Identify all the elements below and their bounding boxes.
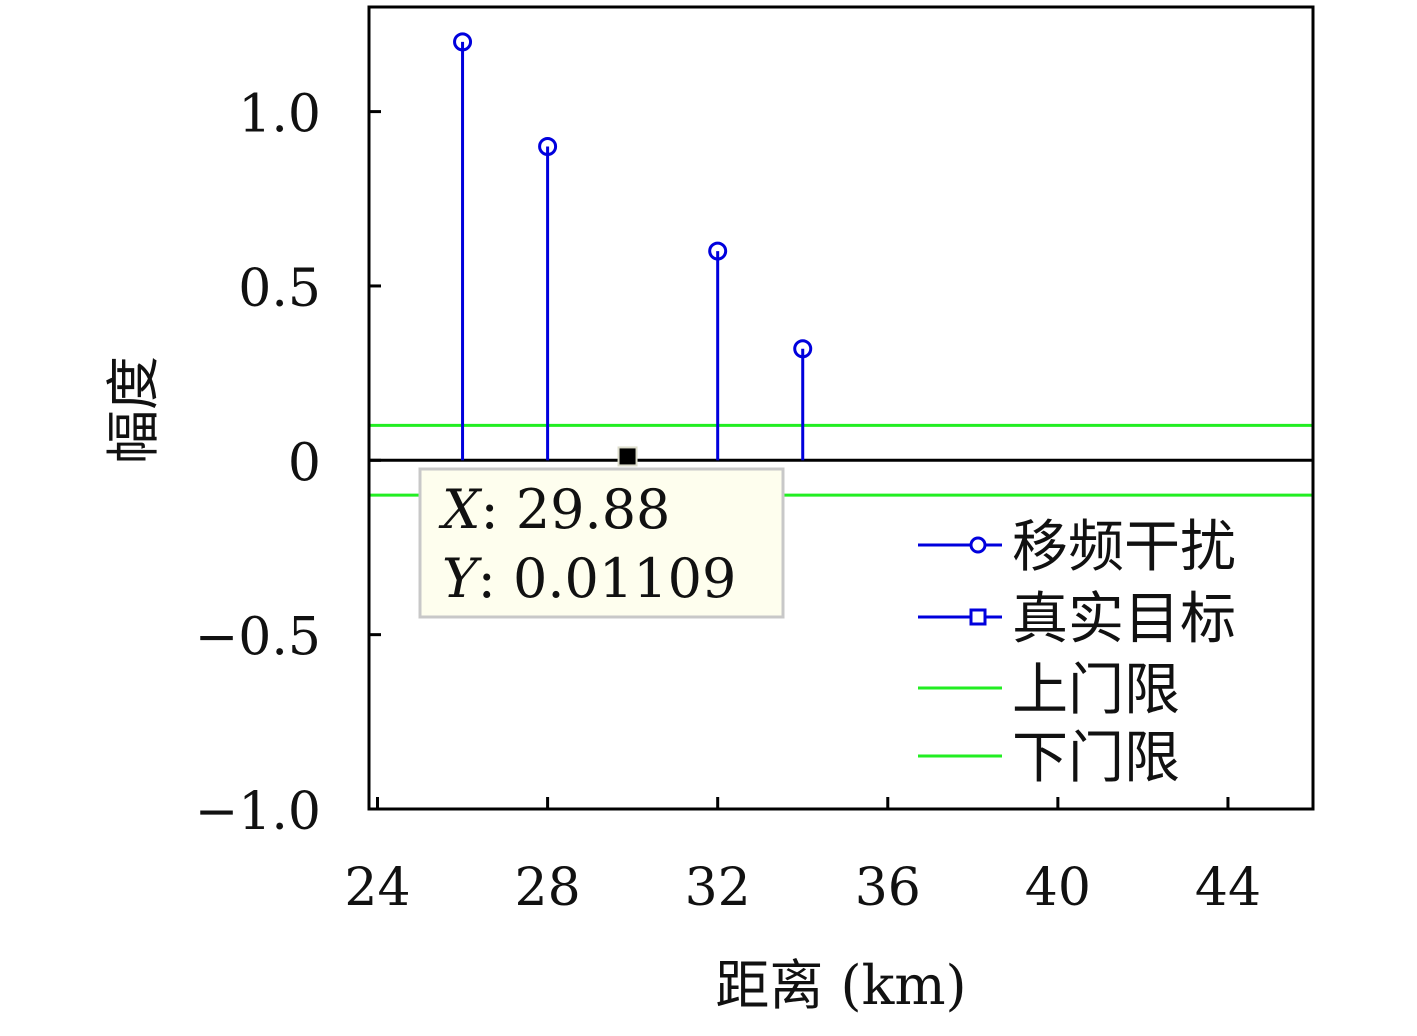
stem-series	[453, 32, 813, 461]
legend-label: 下门限	[1012, 726, 1180, 791]
datatip-x: X: 29.88	[438, 478, 670, 541]
plot-frame	[367, 5, 1315, 811]
datatip-y: Y: 0.01109	[442, 547, 736, 610]
y-tick-label: 1.0	[238, 85, 321, 145]
stem-marker	[453, 32, 473, 52]
x-axis-label: 距离 (km)	[715, 954, 966, 1017]
legend-label: 移频干扰	[1012, 515, 1236, 580]
stem-marker	[708, 241, 728, 261]
x-tick-label: 28	[515, 858, 581, 918]
x-tick-label: 32	[685, 858, 751, 918]
tick-labels: 24 28 32 36 40 44 −1.0 −0.5 0 0.5 1.0	[195, 85, 1261, 918]
axes	[367, 5, 1315, 811]
datatip-y-value: 0.01109	[513, 547, 736, 610]
datatip-x-value: 29.88	[516, 478, 671, 541]
stem-marker	[538, 136, 558, 156]
y-axis-label: 幅度	[102, 356, 165, 464]
datatip-y-key: Y	[442, 547, 482, 610]
datatip-y-colon: :	[478, 547, 513, 610]
datatip-x-key: X	[438, 478, 483, 541]
datatip[interactable]: X: 29.88Y: 0.01109	[418, 446, 785, 619]
legend-label: 上门限	[1012, 658, 1180, 723]
x-tick-label: 44	[1195, 858, 1261, 918]
x-tick-label: 24	[344, 858, 410, 918]
y-tick-label: −0.5	[195, 608, 321, 668]
legend-label: 真实目标	[1012, 587, 1236, 652]
x-tick-label: 36	[855, 858, 921, 918]
datatip-marker	[617, 446, 638, 467]
datatip-x-colon: :	[480, 478, 515, 541]
y-tick-label: 0	[288, 433, 321, 493]
legend-marker	[969, 608, 987, 626]
y-tick-label: −1.0	[195, 782, 321, 842]
x-tick-label: 40	[1025, 858, 1091, 918]
legend-marker	[969, 536, 987, 554]
y-tick-label: 0.5	[238, 259, 321, 319]
datatip-box	[418, 467, 785, 619]
stem-marker	[793, 339, 813, 359]
